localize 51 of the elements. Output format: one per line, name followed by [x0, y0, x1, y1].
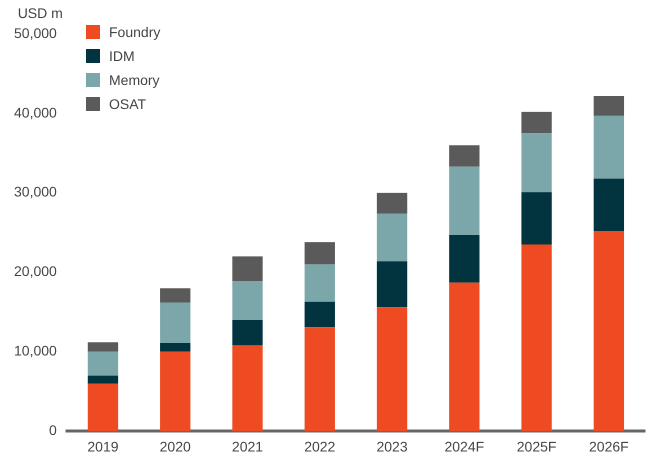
x-tick-label: 2019	[87, 438, 119, 454]
legend-label: IDM	[109, 48, 135, 64]
bar	[232, 345, 263, 432]
legend-label: Memory	[109, 72, 160, 88]
bar	[376, 192, 408, 214]
bar	[160, 352, 190, 432]
bar	[449, 145, 480, 167]
bar	[304, 242, 335, 264]
bar	[376, 214, 408, 262]
legend-label: OSAT	[109, 96, 146, 112]
x-tick-label: 2021	[232, 438, 264, 454]
x-tick-label: 2024F	[444, 438, 484, 454]
bar	[232, 281, 263, 320]
bar	[304, 327, 335, 432]
bar	[594, 231, 624, 432]
bar	[521, 133, 552, 192]
bar	[376, 307, 408, 432]
bar	[88, 384, 118, 432]
bar	[449, 234, 480, 283]
bar	[232, 320, 263, 346]
y-tick-label: 0	[49, 422, 58, 438]
bar	[594, 116, 624, 179]
x-tick-label: 2022	[304, 438, 336, 454]
bar	[594, 96, 624, 116]
bar	[304, 302, 335, 328]
bar	[594, 178, 624, 232]
bar	[376, 261, 408, 308]
bar	[521, 192, 552, 245]
bar	[88, 376, 118, 384]
bar	[88, 352, 118, 376]
x-tick-label: 2020	[160, 438, 192, 454]
bar	[521, 112, 552, 134]
y-axis-title: USD m	[18, 5, 63, 21]
bar	[449, 282, 480, 432]
bar	[232, 256, 263, 282]
bar	[160, 302, 190, 344]
y-tick-label: 20,000	[14, 263, 58, 280]
x-tick-label: 2025F	[516, 438, 556, 454]
y-tick-label: 30,000	[14, 184, 58, 200]
bar	[521, 244, 552, 432]
y-tick-label: 50,000	[14, 24, 58, 41]
x-tick-label: 2023	[376, 438, 408, 454]
bar	[160, 288, 190, 303]
y-tick-label: 10,000	[14, 342, 58, 359]
bar	[88, 342, 118, 352]
bar	[160, 343, 190, 352]
bar	[304, 264, 335, 302]
legend-label: Foundry	[109, 24, 160, 40]
x-tick-label: 2026F	[589, 438, 629, 454]
bar	[449, 166, 480, 235]
y-tick-label: 40,000	[14, 104, 58, 120]
